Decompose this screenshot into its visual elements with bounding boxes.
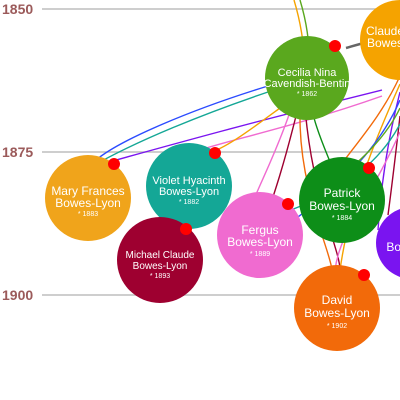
person-node-michael[interactable]: Michael Claude Bowes-Lyon * 1893 xyxy=(117,217,203,303)
person-circle xyxy=(294,265,380,351)
link-line xyxy=(199,95,383,151)
person-node-cecilia[interactable]: Cecilia Nina Cavendish-Bentin * 1862 xyxy=(264,36,351,120)
person-name-line-1: Claude xyxy=(366,24,400,38)
marker-dot xyxy=(329,40,341,52)
person-name-line-1: David xyxy=(322,293,353,307)
person-name-line-1: Mary Frances xyxy=(51,184,124,198)
person-name-line-2: Bowes-Lyon xyxy=(309,199,375,213)
person-node-bowes-right[interactable]: Bow xyxy=(376,207,400,279)
person-name-line-1: Violet Hyacinth xyxy=(152,175,225,187)
person-name-line-2: Bowes-Lyon xyxy=(304,306,370,320)
person-node-claude[interactable]: Claude Bowes xyxy=(360,0,400,80)
year-label-1850: 1850 xyxy=(2,1,33,17)
person-circle xyxy=(217,192,303,278)
person-birth: * 1893 xyxy=(150,273,170,280)
person-circle xyxy=(376,209,400,277)
person-birth: * 1862 xyxy=(297,91,317,98)
person-node-fergus[interactable]: Fergus Bowes-Lyon * 1889 xyxy=(217,192,303,278)
person-name-line-2: Bowes xyxy=(367,36,400,50)
person-birth: * 1883 xyxy=(78,211,98,218)
person-circle xyxy=(360,0,400,80)
person-node-violet[interactable]: Violet Hyacinth Bowes-Lyon * 1882 xyxy=(146,143,232,229)
person-name-line-1: Michael Claude xyxy=(126,250,195,261)
person-name-line-2: Bowes-Lyon xyxy=(159,186,219,198)
person-name-line-1: Bow xyxy=(386,240,400,254)
person-birth: * 1882 xyxy=(179,199,199,206)
person-name-line-2: Bowes-Lyon xyxy=(227,235,293,249)
marker-dot xyxy=(209,147,221,159)
person-node-mary[interactable]: Mary Frances Bowes-Lyon * 1883 xyxy=(45,155,131,241)
year-label-1875: 1875 xyxy=(2,144,33,160)
person-name-line-1: Patrick xyxy=(324,186,362,200)
marker-dot xyxy=(358,269,370,281)
marker-dot xyxy=(180,223,192,235)
person-name-line-2: Bowes-Lyon xyxy=(55,196,121,210)
person-circle xyxy=(45,155,131,241)
person-birth: * 1902 xyxy=(327,323,347,330)
person-node-patrick[interactable]: Patrick Bowes-Lyon * 1884 xyxy=(299,157,385,243)
person-circle xyxy=(146,143,232,229)
person-circle xyxy=(299,157,385,243)
link-line xyxy=(95,85,269,161)
link-line xyxy=(99,91,269,163)
person-name-line-1: Fergus xyxy=(241,223,278,237)
person-birth: * 1889 xyxy=(250,251,270,258)
person-name-line-1: Cecilia Nina xyxy=(278,67,338,79)
person-name-line-2: Bowes-Lyon xyxy=(133,261,188,272)
link-line xyxy=(387,115,400,216)
person-circle xyxy=(117,217,203,303)
person-node-david[interactable]: David Bowes-Lyon * 1902 xyxy=(294,265,380,351)
person-birth: * 1884 xyxy=(332,215,352,222)
marker-dot xyxy=(282,198,294,210)
person-name-line-2: Cavendish-Bentin xyxy=(264,78,351,90)
year-label-1900: 1900 xyxy=(2,287,33,303)
person-circle xyxy=(265,36,349,120)
marker-dot xyxy=(363,162,375,174)
marker-dot xyxy=(108,158,120,170)
